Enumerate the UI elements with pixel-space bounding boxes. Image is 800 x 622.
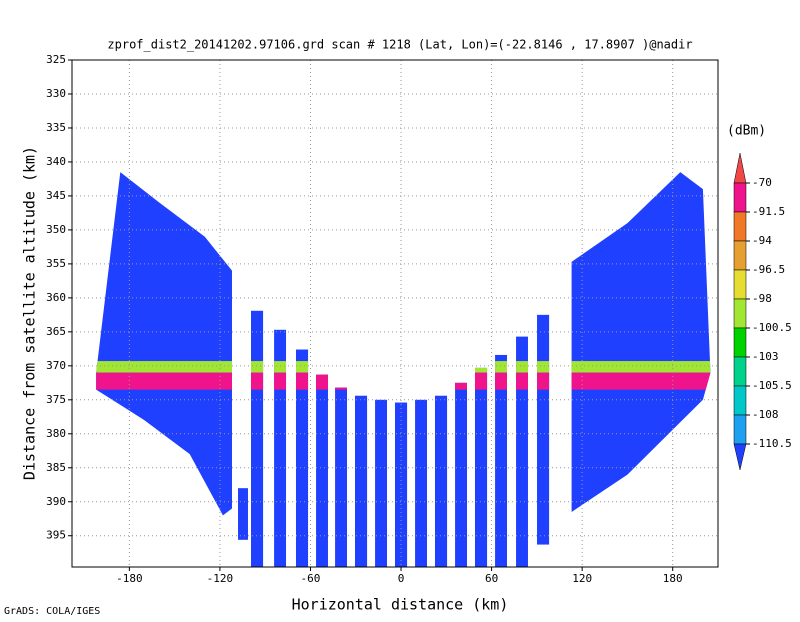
y-tick-label: 340 — [46, 155, 66, 168]
y-tick-label: 380 — [46, 427, 66, 440]
x-tick-label: 180 — [663, 572, 683, 585]
colorbar-segment — [733, 298, 747, 329]
echo-layer — [96, 372, 711, 390]
echo-column — [516, 336, 528, 567]
footer: GrADS: COLA/IGES — [4, 606, 100, 617]
x-axis-label: Horizontal distance (km) — [292, 596, 509, 614]
colorbar-segment — [733, 356, 747, 387]
colorbar-label: -110.5 — [752, 437, 792, 450]
y-tick-label: 390 — [46, 495, 66, 508]
y-tick-label: 370 — [46, 359, 66, 372]
echo-column — [375, 399, 388, 567]
colorbar-label: -96.5 — [752, 263, 785, 276]
y-tick-label: 395 — [46, 529, 66, 542]
chart-title: zprof_dist2_20141202.97106.grd scan # 12… — [107, 38, 692, 52]
x-tick-label: -180 — [116, 572, 143, 585]
y-tick-label: 360 — [46, 291, 66, 304]
colorbar-label: -94 — [752, 234, 772, 247]
y-tick-label: 330 — [46, 87, 66, 100]
y-tick-label: 350 — [46, 223, 66, 236]
echo-column — [537, 314, 550, 545]
echo-column — [495, 354, 507, 567]
y-tick-label: 325 — [46, 53, 66, 66]
echo-region — [571, 172, 711, 512]
y-axis-label: Distance from satellite altitude (km) — [21, 146, 39, 480]
colorbar-segment — [733, 182, 747, 213]
echo-column — [274, 329, 287, 567]
plot-marks — [96, 172, 711, 567]
colorbar-cap — [733, 152, 747, 184]
echo-column — [316, 374, 328, 567]
colorbar-unit: (dBm) — [727, 124, 766, 139]
echo-column — [238, 488, 248, 540]
echo-region — [96, 172, 232, 516]
colorbar-segment — [733, 240, 747, 271]
x-tick-label: -60 — [301, 572, 321, 585]
y-tick-label: 335 — [46, 121, 66, 134]
colorbar-segment — [733, 385, 747, 416]
x-tick-label: -120 — [207, 572, 234, 585]
colorbar-segment — [733, 414, 747, 445]
echo-column — [434, 395, 448, 567]
y-tick-label: 355 — [46, 257, 66, 270]
colorbar-label: -103 — [752, 350, 779, 363]
echo-column — [335, 387, 348, 567]
echo-column — [415, 399, 427, 567]
echo-column — [295, 349, 309, 567]
echo-column — [474, 367, 488, 567]
echo-column — [251, 310, 264, 567]
colorbar-label: -100.5 — [752, 321, 792, 334]
plot-frame — [71, 59, 719, 568]
x-tick-label: 120 — [572, 572, 592, 585]
colorbar-segment — [733, 269, 747, 300]
colorbar-label: -70 — [752, 176, 772, 189]
colorbar-segment — [733, 211, 747, 242]
colorbar-label: -108 — [752, 408, 779, 421]
colorbar-label: -91.5 — [752, 205, 785, 218]
x-tick-label: 0 — [398, 572, 405, 585]
colorbar-label: -98 — [752, 292, 772, 305]
colorbar-cap — [733, 443, 747, 471]
colorbar-label: -105.5 — [752, 379, 792, 392]
echo-layer — [96, 361, 711, 373]
y-tick-label: 385 — [46, 461, 66, 474]
echo-column — [355, 395, 368, 567]
echo-column — [455, 382, 467, 567]
colorbar-segment — [733, 327, 747, 358]
y-tick-label: 365 — [46, 325, 66, 338]
y-tick-label: 375 — [46, 393, 66, 406]
x-tick-label: 60 — [485, 572, 498, 585]
y-tick-label: 345 — [46, 189, 66, 202]
